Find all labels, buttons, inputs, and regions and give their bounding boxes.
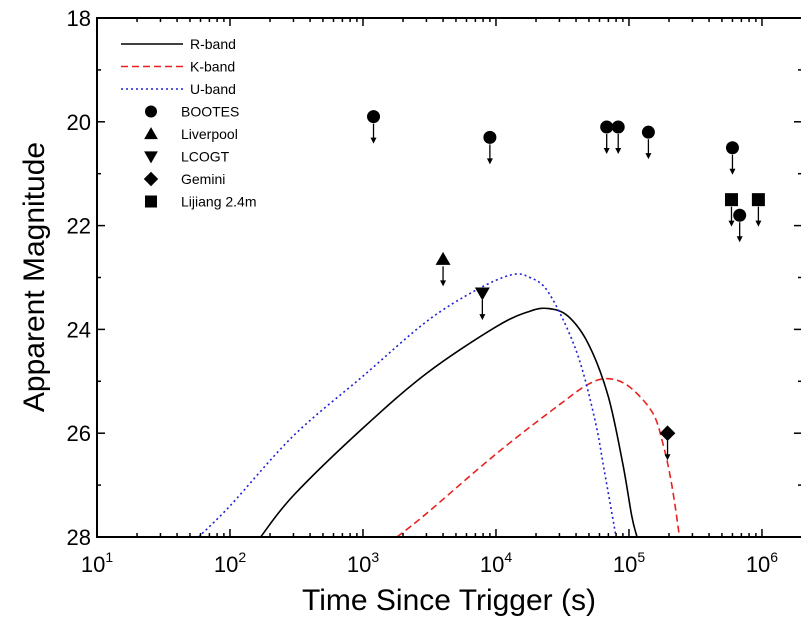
y-tick-label-1: 20 [67, 110, 91, 135]
point-bootes-3 [611, 120, 625, 154]
x-axis-title: Time Since Trigger (s) [302, 584, 596, 617]
legend-label-r-band: R-band [190, 36, 236, 52]
legend-label-lcogt: LCOGT [181, 149, 230, 165]
legend: R-band K-band U-band BOOTES Liverpool LCOGT Ge… [121, 36, 257, 210]
point-bootes-0 [367, 110, 381, 144]
point-bootes-1 [483, 130, 497, 165]
axis-tick-labels: 101 102 103 104 105 106 18 20 22 24 26 28 [67, 6, 779, 577]
point-lijiang-2-4m-0 [724, 193, 738, 227]
x-tick-label-2: 103 [347, 549, 379, 577]
x-tick-label-0: 101 [81, 549, 113, 577]
point-bootes-5 [725, 141, 739, 175]
y-tick-label-2: 22 [67, 214, 91, 239]
point-bootes-6 [733, 208, 747, 243]
model-curves [197, 273, 681, 537]
legend-item-lcogt: LCOGT [144, 149, 230, 165]
point-lcogt-0 [474, 287, 490, 321]
legend-label-lijiang-2-4m: Lijiang 2.4m [181, 194, 257, 210]
legend-item-liverpool: Liverpool [144, 126, 238, 142]
x-tick-label-1: 102 [214, 549, 246, 577]
legend-label-gemini: Gemini [181, 171, 225, 187]
legend-item-bootes: BOOTES [145, 104, 239, 120]
legend-label-k-band: K-band [190, 59, 235, 75]
curve-r-band [259, 307, 638, 537]
point-gemini-0 [659, 425, 676, 461]
x-tick-label-3: 104 [480, 549, 512, 577]
point-bootes-2 [600, 120, 614, 154]
point-lijiang-2-4m-1 [751, 193, 765, 227]
x-tick-label-5: 106 [746, 549, 778, 577]
x-tick-label-4: 105 [613, 549, 645, 577]
legend-item-gemini: Gemini [143, 171, 225, 187]
observation-points [367, 110, 765, 461]
legend-item-u-band: U-band [121, 81, 236, 97]
legend-label-u-band: U-band [190, 81, 236, 97]
legend-label-bootes: BOOTES [181, 104, 239, 120]
axis-ticks [96, 17, 801, 538]
y-tick-label-3: 24 [67, 317, 91, 342]
y-tick-label-5: 28 [67, 525, 91, 550]
legend-item-k-band: K-band [121, 59, 235, 75]
point-liverpool-0 [435, 251, 451, 287]
curve-k-band [396, 377, 681, 537]
legend-label-liverpool: Liverpool [181, 126, 238, 142]
point-bootes-4 [641, 125, 655, 160]
legend-item-r-band: R-band [121, 36, 236, 52]
legend-item-lijiang-2-4m: Lijiang 2.4m [145, 194, 257, 210]
y-axis-title: Apparent Magnitude [18, 142, 51, 412]
y-tick-label-0: 18 [67, 6, 91, 31]
curve-u-band [197, 273, 617, 537]
y-tick-label-4: 26 [67, 421, 91, 446]
